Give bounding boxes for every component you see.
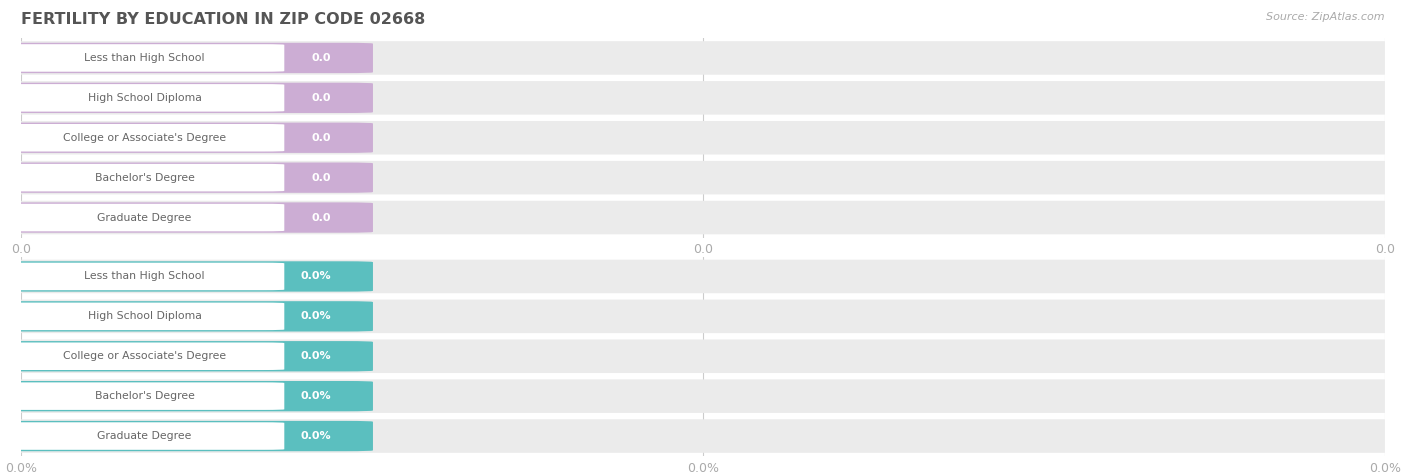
Text: Less than High School: Less than High School (84, 271, 205, 282)
FancyBboxPatch shape (21, 161, 1385, 194)
Text: Graduate Degree: Graduate Degree (97, 431, 191, 441)
FancyBboxPatch shape (0, 261, 373, 292)
Text: 0.0%: 0.0% (299, 431, 330, 441)
Text: 0.0: 0.0 (311, 212, 330, 223)
FancyBboxPatch shape (0, 421, 373, 451)
Text: FERTILITY BY EDUCATION IN ZIP CODE 02668: FERTILITY BY EDUCATION IN ZIP CODE 02668 (21, 12, 426, 27)
FancyBboxPatch shape (4, 44, 284, 72)
FancyBboxPatch shape (4, 263, 284, 290)
FancyBboxPatch shape (0, 202, 373, 233)
FancyBboxPatch shape (0, 43, 373, 73)
Text: Less than High School: Less than High School (84, 53, 205, 63)
FancyBboxPatch shape (21, 81, 1385, 114)
Text: Bachelor's Degree: Bachelor's Degree (94, 172, 194, 183)
FancyBboxPatch shape (21, 201, 1385, 234)
FancyBboxPatch shape (21, 41, 1385, 75)
FancyBboxPatch shape (4, 84, 284, 112)
FancyBboxPatch shape (21, 121, 1385, 154)
Text: High School Diploma: High School Diploma (87, 93, 201, 103)
FancyBboxPatch shape (4, 124, 284, 152)
Text: 0.0: 0.0 (311, 133, 330, 143)
FancyBboxPatch shape (21, 300, 1385, 333)
FancyBboxPatch shape (4, 422, 284, 450)
FancyBboxPatch shape (0, 83, 373, 113)
FancyBboxPatch shape (0, 162, 373, 193)
FancyBboxPatch shape (0, 341, 373, 371)
Text: Graduate Degree: Graduate Degree (97, 212, 191, 223)
Text: 0.0%: 0.0% (299, 391, 330, 401)
FancyBboxPatch shape (21, 380, 1385, 413)
FancyBboxPatch shape (4, 204, 284, 231)
Text: 0.0%: 0.0% (299, 311, 330, 322)
Text: 0.0%: 0.0% (299, 271, 330, 282)
Text: Bachelor's Degree: Bachelor's Degree (94, 391, 194, 401)
Text: 0.0: 0.0 (311, 172, 330, 183)
FancyBboxPatch shape (4, 342, 284, 370)
FancyBboxPatch shape (21, 340, 1385, 373)
FancyBboxPatch shape (0, 381, 373, 411)
Text: 0.0%: 0.0% (299, 351, 330, 361)
FancyBboxPatch shape (4, 164, 284, 191)
Text: College or Associate's Degree: College or Associate's Degree (63, 133, 226, 143)
FancyBboxPatch shape (4, 303, 284, 330)
FancyBboxPatch shape (0, 301, 373, 332)
Text: College or Associate's Degree: College or Associate's Degree (63, 351, 226, 361)
Text: Source: ZipAtlas.com: Source: ZipAtlas.com (1267, 12, 1385, 22)
Text: High School Diploma: High School Diploma (87, 311, 201, 322)
Text: 0.0: 0.0 (311, 53, 330, 63)
FancyBboxPatch shape (4, 382, 284, 410)
Text: 0.0: 0.0 (311, 93, 330, 103)
FancyBboxPatch shape (21, 260, 1385, 293)
FancyBboxPatch shape (21, 419, 1385, 453)
FancyBboxPatch shape (0, 123, 373, 153)
